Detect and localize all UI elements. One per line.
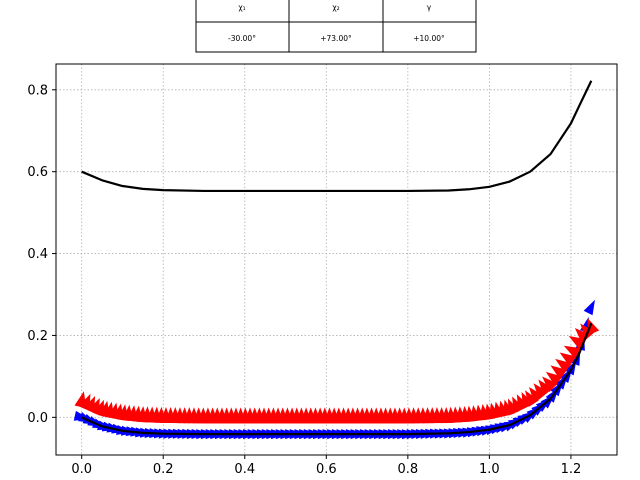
red-arrow-marker: [538, 379, 553, 396]
table-header-chi2: χ₂: [332, 3, 339, 12]
upper-curve-line: [81, 80, 593, 193]
x-tick-label: 0.6: [316, 462, 337, 477]
x-tick-label: 0.2: [153, 462, 174, 477]
y-tick-label: 0.8: [27, 83, 48, 98]
table-value-chi2: +73.00°: [320, 34, 352, 43]
axes-frame: [55, 63, 618, 456]
red-arrow-series: [74, 318, 600, 424]
red-arrow-marker: [587, 318, 600, 336]
parameter-table: χ₁ χ₂ γ -30.00° +73.00° +10.00°: [195, 0, 477, 53]
y-tick-label: 0.4: [27, 247, 48, 262]
table-header-chi1: χ₁: [238, 3, 245, 12]
x-tick-label: 1.2: [561, 462, 582, 477]
plot-area: 0.0 0.2 0.4 0.6 0.8 1.0 1.2 0.0 0.2 0.4 0.6 0.8: [27, 63, 618, 477]
red-arrow-marker: [563, 345, 581, 359]
red-arrow-marker: [525, 390, 539, 407]
red-arrow-marker: [574, 328, 591, 344]
x-tick-label: 0.0: [71, 462, 92, 477]
red-arrow-marker: [542, 376, 558, 393]
red-arrow-marker: [528, 387, 544, 404]
x-tick-label: 0.8: [398, 462, 419, 477]
table-value-chi1: -30.00°: [228, 34, 256, 43]
red-arrow-marker: [533, 383, 549, 400]
table-value-gamma: +10.00°: [413, 34, 445, 43]
red-arrow-marker: [559, 352, 577, 367]
y-tick-label: 0.2: [27, 329, 48, 344]
y-tick-label: 0.0: [27, 411, 48, 426]
lower-curve-line: [81, 322, 593, 436]
x-tick-label: 0.4: [234, 462, 255, 477]
x-tick-label: 1.0: [479, 462, 500, 477]
y-tick-label: 0.6: [27, 165, 48, 180]
table-header-gamma: γ: [427, 3, 432, 12]
blue-arrow-marker: [583, 299, 595, 316]
